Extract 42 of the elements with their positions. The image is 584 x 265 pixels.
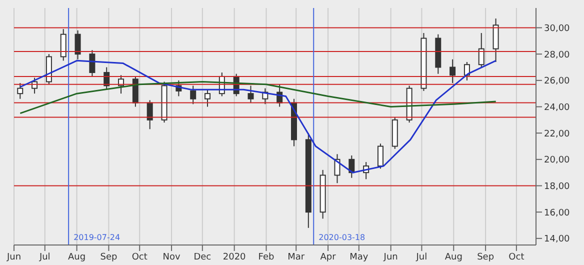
- candlestick: [132, 76, 138, 108]
- ref-line-label: 2020-03-18: [318, 233, 366, 242]
- candlestick: [89, 50, 96, 77]
- x-tick-label: Sep: [477, 252, 494, 262]
- y-tick-label: 28,00: [544, 50, 570, 60]
- y-tick-label: 22,00: [544, 129, 570, 140]
- x-tick-label: 2020: [222, 252, 246, 262]
- y-tick-label: 14,00: [544, 234, 570, 245]
- x-tick-label: Jun: [6, 252, 22, 262]
- ref-line-label: 2019-07-24: [74, 233, 120, 242]
- candlestick: [60, 28, 66, 62]
- x-tick-label: Aug: [68, 252, 86, 262]
- candlestick: [464, 61, 470, 81]
- x-tick-label: Oct: [508, 252, 525, 262]
- x-tick-label: Jun: [382, 252, 398, 262]
- x-tick-label: Jul: [38, 252, 50, 262]
- candlestick: [492, 18, 499, 62]
- y-tick-label: 16,00: [544, 208, 570, 218]
- x-tick-label: Oct: [132, 252, 148, 262]
- y-tick-label: 26,00: [544, 76, 570, 87]
- x-tick-label: Feb: [258, 252, 274, 262]
- x-tick-label: Apr: [320, 252, 336, 262]
- line-series: [19, 80, 497, 114]
- candlestick: [204, 89, 211, 108]
- candlestick: [478, 32, 484, 68]
- candlestick: [248, 85, 254, 104]
- y-tick-label: 30,00: [544, 24, 570, 34]
- y-tick-label: 20,00: [544, 156, 570, 166]
- y-tick-label: 18,00: [544, 182, 570, 192]
- x-tick-label: Dec: [194, 252, 212, 262]
- y-tick-label: 24,00: [544, 102, 570, 113]
- candlestick: [190, 85, 196, 105]
- candlestick: [450, 58, 456, 84]
- x-tick-label: May: [350, 252, 369, 262]
- x-tick-label: Aug: [444, 252, 462, 262]
- candlestick: [74, 30, 81, 60]
- candlestick: [17, 82, 24, 100]
- x-tick-label: Jul: [415, 252, 428, 262]
- x-tick-label: Nov: [162, 252, 181, 262]
- candlestick: [377, 143, 384, 170]
- x-tick-label: Mar: [288, 252, 305, 262]
- x-tick-label: Sep: [100, 252, 118, 262]
